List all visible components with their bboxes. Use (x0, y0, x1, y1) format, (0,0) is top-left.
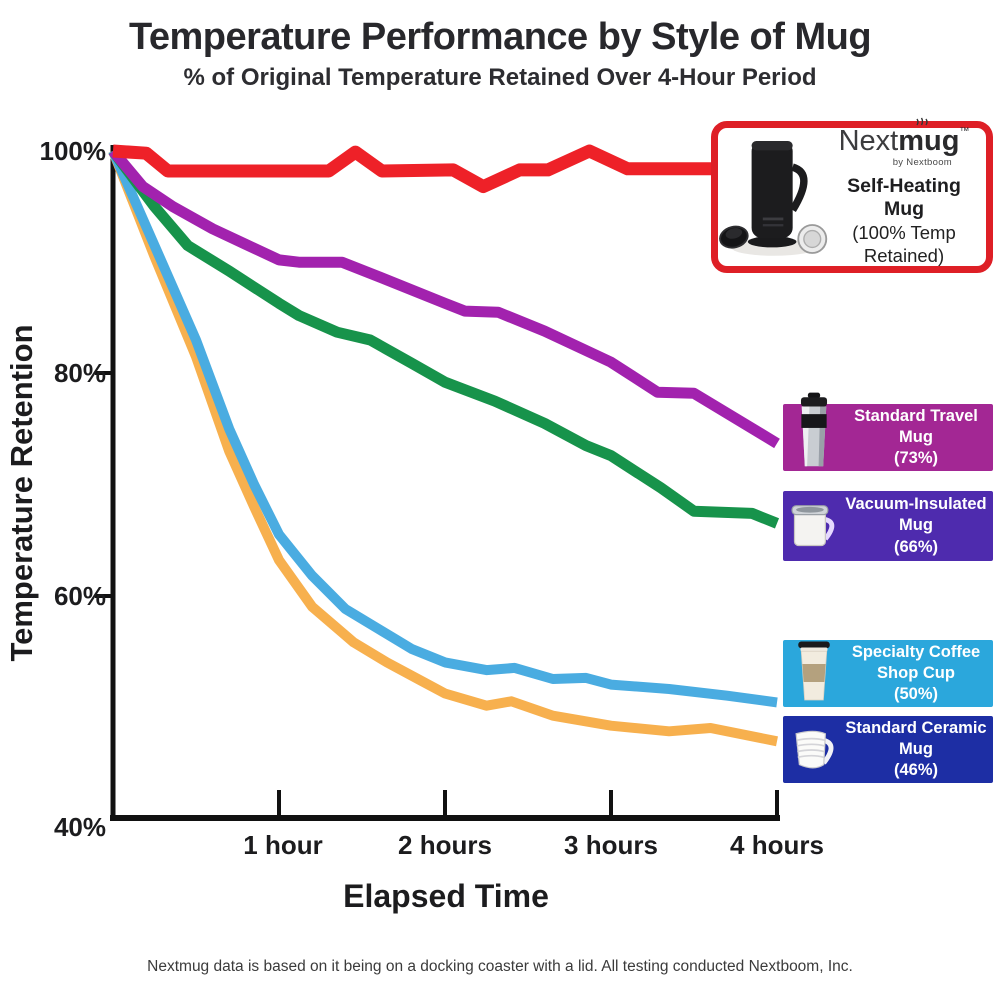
badge-result-line2: Retained) (863, 245, 945, 266)
label-standard-travel-mug: Standard Travel Mug (73%) (783, 392, 993, 471)
chip-text: Standard Travel Mug (73%) (845, 406, 993, 469)
chip-text: Specialty Coffee Shop Cup (50%) (845, 642, 993, 705)
y-tick-label-100: 100% (39, 136, 107, 166)
chip-percent: (66%) (893, 537, 938, 556)
x-tick-label-1h: 1 hour (243, 830, 323, 860)
paper-cup-icon (783, 641, 845, 703)
logo-next: Next (838, 124, 899, 157)
chip-title: Standard Ceramic Mug (845, 718, 987, 758)
nextmug-logo: Next mug™ (830, 117, 978, 157)
travel-mug-icon (783, 392, 845, 470)
nextmug-mug-icon (719, 141, 828, 256)
series-line-coffee-shop-cup (108, 148, 778, 708)
x-axis-title: Elapsed Time (343, 878, 549, 914)
series-line-vacuum-mug (108, 147, 780, 529)
badge-product-name: Self-Heating Mug (847, 174, 961, 220)
y-tick-label-60: 60% (53, 581, 106, 611)
nextmug-badge-text: Next mug™ by Nextboom Self-Heating Mug (1… (830, 117, 986, 267)
logo-byline: by Nextboom (892, 156, 952, 168)
chip-text: Standard Ceramic Mug (46%) (845, 718, 993, 781)
x-tick-label-2h: 2 hours (398, 830, 492, 860)
page-subtitle: % of Original Temperature Retained Over … (183, 64, 817, 91)
y-tick-label-40: 40% (53, 812, 106, 842)
x-tick-label-4h: 4 hours (730, 830, 824, 860)
trademark: ™ (959, 125, 970, 137)
footnote: Nextmug data is based on it being on a d… (147, 958, 853, 975)
chip-percent: (73%) (893, 449, 938, 468)
steam-icon (916, 117, 928, 126)
page-title: Temperature Performance by Style of Mug (128, 16, 872, 58)
badge-result-line1: (100% Temp (852, 221, 956, 243)
ceramic-mug-icon (783, 722, 845, 778)
chip-percent: (50%) (893, 685, 938, 704)
vacuum-mug-icon (783, 498, 845, 554)
series-group (108, 144, 993, 747)
label-vacuum-insulated-mug: Vacuum-Insulated Mug (66%) (783, 491, 993, 561)
chip-text: Vacuum-Insulated Mug (66%) (845, 494, 993, 557)
nextmug-product-photo (718, 129, 830, 265)
y-tick-label-80: 80% (53, 358, 106, 388)
series-line-travel-mug (108, 147, 780, 449)
label-specialty-coffee-shop-cup: Specialty Coffee Shop Cup (50%) (783, 640, 993, 707)
chip-title: Standard Travel Mug (854, 406, 978, 446)
chip-title: Specialty Coffee Shop Cup (851, 642, 981, 682)
chip-title: Vacuum-Insulated Mug (845, 495, 987, 535)
chip-percent: (46%) (893, 761, 938, 780)
x-tick-label-3h: 3 hours (564, 830, 658, 860)
logo-mug: mug (898, 117, 959, 157)
nextmug-badge: Next mug™ by Nextboom Self-Heating Mug (1… (711, 117, 993, 273)
series-line-nextmug (112, 144, 993, 194)
label-standard-ceramic-mug: Standard Ceramic Mug (46%) (783, 716, 993, 783)
series-line-ceramic-mug (108, 149, 778, 747)
